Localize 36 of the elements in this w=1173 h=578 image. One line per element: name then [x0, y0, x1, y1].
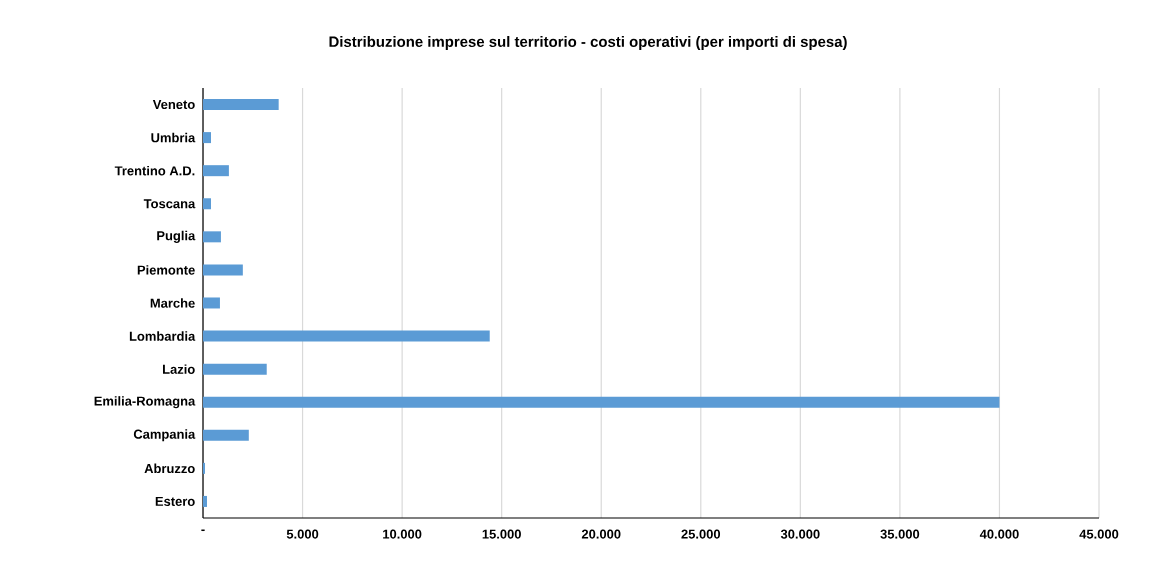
- bar: [203, 363, 267, 375]
- y-tick-label: Umbria: [151, 132, 196, 143]
- x-tick-label: 5.000: [286, 529, 319, 539]
- bar: [203, 495, 207, 507]
- y-tick-label: Abruzzo: [144, 463, 195, 474]
- x-tick-label: 10.000: [383, 529, 422, 539]
- x-tick-label: 25.000: [681, 529, 721, 539]
- x-tick-label: 15.000: [482, 529, 521, 539]
- chart-title: Distribuzione imprese sul territorio - costi operativi (per importi di spesa): [329, 36, 847, 50]
- x-tick-label: -: [201, 529, 205, 532]
- bar: [203, 264, 243, 276]
- x-tick-label: 35.000: [880, 529, 920, 539]
- y-tick-label: Emilia-Romagna: [94, 396, 196, 409]
- x-tick-label: 30.000: [780, 529, 820, 539]
- x-tick-label: 45.000: [1079, 529, 1119, 539]
- y-tick-label: Estero: [155, 496, 195, 506]
- y-tick-label: Lombardia: [129, 331, 196, 341]
- bar: [203, 165, 229, 177]
- bar: [203, 396, 1000, 408]
- y-tick-label: Veneto: [152, 100, 195, 110]
- bar: [203, 231, 221, 243]
- x-tick-label: 40.000: [979, 529, 1019, 539]
- bar: [203, 132, 211, 144]
- y-tick-label: Trentino A.D.: [114, 165, 195, 176]
- y-tick-label: Piemonte: [137, 265, 195, 275]
- y-tick-label: Puglia: [157, 230, 196, 243]
- bar: [203, 297, 220, 309]
- y-tick-label: Toscana: [143, 199, 196, 209]
- y-tick-label: Marche: [150, 298, 195, 308]
- bar: [203, 330, 490, 342]
- y-tick-label: Lazio: [163, 364, 195, 374]
- x-tick-label: 20.000: [581, 529, 621, 539]
- bar: [203, 99, 279, 111]
- bar: [203, 429, 249, 441]
- y-tick-label: Campania: [133, 429, 196, 442]
- bar: [203, 198, 211, 210]
